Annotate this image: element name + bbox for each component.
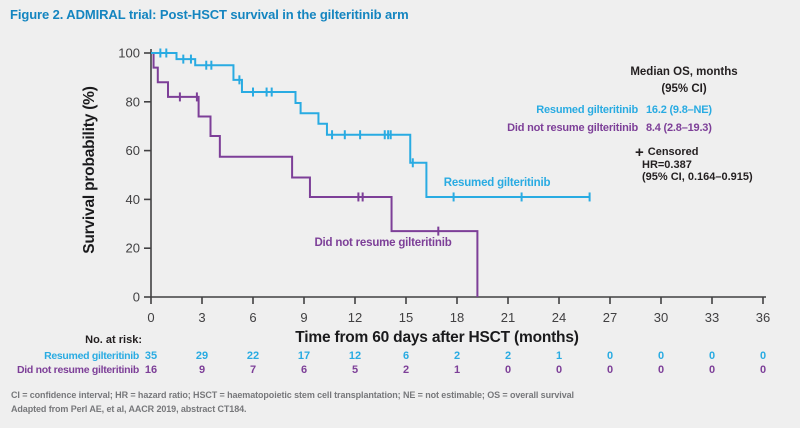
at-risk-count: 17	[297, 350, 311, 362]
at-risk-count: 22	[246, 350, 260, 362]
at-risk-count: 12	[348, 350, 362, 362]
legend-value-resumed: 16.2 (9.8–NE)	[646, 104, 712, 116]
at-risk-count: 0	[504, 364, 512, 376]
y-tick-label: 100	[118, 46, 140, 61]
x-tick-label: 3	[198, 310, 205, 325]
at-risk-count: 6	[402, 350, 410, 362]
at-risk-count: 35	[144, 350, 158, 362]
at-risk-count: 16	[144, 364, 158, 376]
y-tick-label: 0	[133, 290, 140, 305]
at-risk-row-label-did-not-resume: Did not resume gilteritinib	[17, 364, 139, 376]
at-risk-count: 1	[555, 350, 563, 362]
legend-label-resumed: Resumed gilteritinib	[536, 104, 638, 116]
hr-value: HR=0.387	[642, 158, 692, 171]
at-risk-count: 7	[249, 364, 257, 376]
hr-confidence-interval: (95% CI, 0.164–0.915)	[642, 171, 753, 183]
at-risk-count: 0	[606, 350, 614, 362]
x-axis-title: Time from 60 days after HSCT (months)	[295, 329, 579, 346]
source-footnote: Adapted from Perl AE, et al, AACR 2019, …	[11, 404, 247, 414]
legend-label-did-not-resume: Did not resume gilteritinib	[507, 122, 638, 134]
curve-label-did-not-resume: Did not resume gilteritinib	[314, 237, 452, 249]
curve-label-resumed: Resumed gilteritinib	[443, 177, 551, 189]
x-tick-label: 18	[450, 310, 464, 325]
at-risk-count: 0	[555, 364, 563, 376]
legend-row-resumed: Resumed gilteritinib 16.2 (9.8–NE)	[449, 104, 712, 116]
at-risk-count: 6	[300, 364, 308, 376]
at-risk-count: 2	[453, 350, 461, 362]
at-risk-count: 29	[195, 350, 209, 362]
at-risk-count: 0	[657, 364, 665, 376]
x-tick-label: 12	[348, 310, 362, 325]
y-tick-label: 80	[126, 94, 140, 109]
at-risk-count: 1	[453, 364, 461, 376]
at-risk-count: 0	[606, 364, 614, 376]
x-tick-label: 21	[501, 310, 515, 325]
x-tick-label: 27	[603, 310, 617, 325]
legend-header-line2: (95% CI)	[661, 83, 707, 95]
plus-censored-icon: +	[635, 143, 644, 161]
x-tick-label: 9	[300, 310, 307, 325]
legend-row-did-not-resume: Did not resume gilteritinib 8.4 (2.8–19.…	[449, 122, 712, 134]
km-curve-did-not-resume	[151, 52, 479, 297]
at-risk-row-label-resumed: Resumed gilteritinib	[44, 350, 139, 362]
censored-legend-line: + Censored	[635, 143, 753, 161]
y-tick-label: 60	[126, 143, 140, 158]
at-risk-count: 9	[198, 364, 206, 376]
at-risk-count: 0	[759, 350, 767, 362]
legend-value-did-not-resume: 8.4 (2.8–19.3)	[646, 122, 712, 134]
figure-title: Figure 2. ADMIRAL trial: Post-HSCT survi…	[10, 7, 409, 22]
abbreviations-footnote: CI = confidence interval; HR = hazard ra…	[11, 390, 574, 400]
x-tick-label: 36	[756, 310, 770, 325]
at-risk-count: 0	[759, 364, 767, 376]
at-risk-count: 2	[504, 350, 512, 362]
y-axis-title: Survival probability (%)	[81, 86, 98, 254]
censored-label: Censored	[647, 146, 699, 158]
at-risk-count: 0	[657, 350, 665, 362]
y-tick-label: 40	[126, 192, 140, 207]
at-risk-count: 5	[351, 364, 359, 376]
at-risk-count: 2	[402, 364, 410, 376]
censored-hr-block: + Censored HR=0.387 (95% CI, 0.164–0.915…	[635, 143, 753, 184]
x-tick-label: 30	[654, 310, 668, 325]
at-risk-count: 0	[708, 364, 716, 376]
x-tick-label: 33	[705, 310, 719, 325]
x-tick-label: 0	[147, 310, 154, 325]
legend-header-line1: Median OS, months	[630, 66, 738, 78]
x-tick-label: 15	[399, 310, 413, 325]
at-risk-header: No. at risk:	[85, 334, 142, 346]
x-tick-label: 6	[249, 310, 256, 325]
y-tick-label: 20	[126, 241, 140, 256]
x-tick-label: 24	[552, 310, 566, 325]
km-curve-resumed	[151, 52, 590, 198]
at-risk-count: 0	[708, 350, 716, 362]
